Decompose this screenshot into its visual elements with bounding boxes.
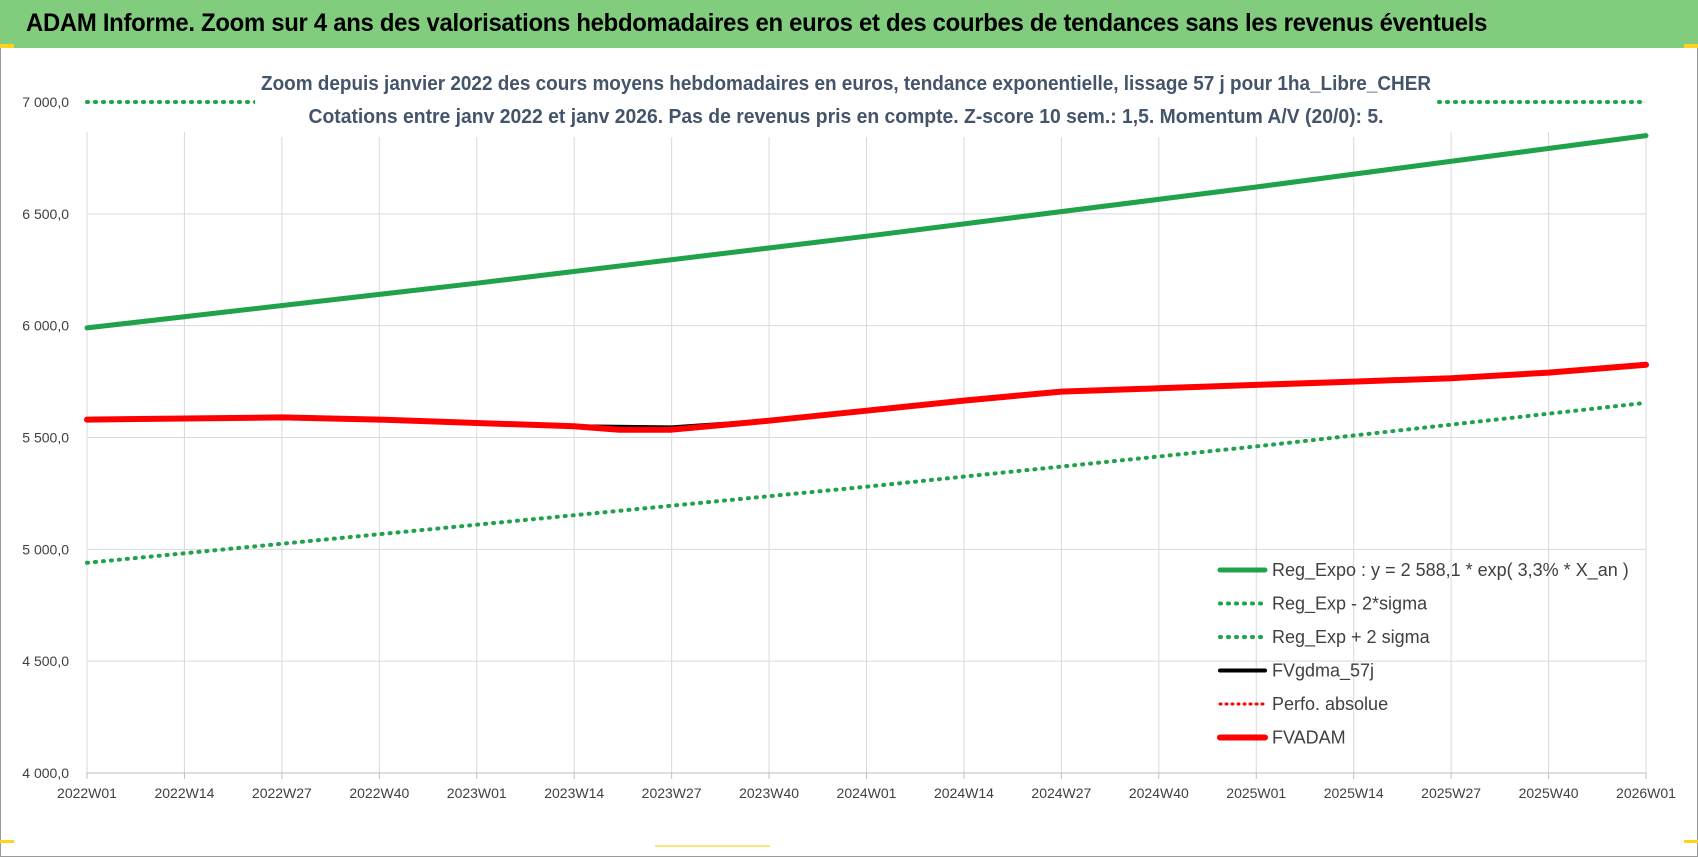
x-tick-label: 2025W14 xyxy=(1324,785,1384,801)
series-line-5 xyxy=(84,361,1649,433)
x-tick-label: 2026W01 xyxy=(1616,785,1676,801)
legend-label: FVADAM xyxy=(1272,728,1346,748)
y-axis-ticks: 4 000,0 4 500,0 5 000,0 5 500,0 6 000,0 6 500… xyxy=(22,94,69,781)
corner-mark-top-right xyxy=(1684,44,1698,48)
x-tick-label: 2025W01 xyxy=(1226,785,1286,801)
x-tick-label: 2022W14 xyxy=(154,785,214,801)
chart-title-area: Zoom depuis janvier 2022 des cours moyen… xyxy=(255,62,1437,137)
legend-label: FVgdma_57j xyxy=(1272,661,1374,682)
legend-label: Reg_Exp - 2*sigma xyxy=(1272,594,1428,615)
x-tick-label: 2023W01 xyxy=(447,785,507,801)
x-axis-ticks: 2022W01 2022W14 2022W27 2022W40 2023W01 2023W… xyxy=(57,772,1676,801)
chart-title-background xyxy=(255,62,1437,137)
grid xyxy=(86,101,1647,774)
series-line-1 xyxy=(85,400,1648,565)
x-tick-label: 2024W14 xyxy=(934,785,994,801)
y-tick-label: 4 500,0 xyxy=(22,653,69,669)
x-tick-label: 2022W27 xyxy=(252,785,312,801)
x-tick-label: 2024W40 xyxy=(1129,785,1189,801)
x-tick-label: 2024W01 xyxy=(837,785,897,801)
x-tick-label: 2023W27 xyxy=(642,785,702,801)
chart-title-line-2: Cotations entre janv 2022 et janv 2026. … xyxy=(309,106,1384,128)
series-layer xyxy=(84,100,1649,565)
x-tick-label: 2023W40 xyxy=(739,785,799,801)
x-tick-label: 2022W01 xyxy=(57,785,117,801)
x-tick-label: 2023W14 xyxy=(544,785,604,801)
chart-title-line-1: Zoom depuis janvier 2022 des cours moyen… xyxy=(261,73,1432,95)
bottom-highlight-mark xyxy=(655,845,770,847)
x-tick-label: 2025W27 xyxy=(1421,785,1481,801)
y-tick-label: 7 000,0 xyxy=(22,94,69,110)
series-line-0 xyxy=(84,133,1649,331)
legend-label: Perfo. absolue xyxy=(1272,694,1388,714)
corner-mark-bottom-right xyxy=(1684,840,1698,843)
y-tick-label: 4 000,0 xyxy=(22,765,69,781)
y-tick-label: 5 000,0 xyxy=(22,541,69,557)
page-title: ADAM Informe. Zoom sur 4 ans des valoris… xyxy=(26,9,1488,37)
x-tick-label: 2024W27 xyxy=(1031,785,1091,801)
legend-label: Reg_Expo : y = 2 588,1 * exp( 3,3% * X_a… xyxy=(1272,560,1629,581)
corner-mark-top-left xyxy=(0,44,14,48)
y-tick-label: 5 500,0 xyxy=(22,430,69,446)
x-tick-label: 2022W40 xyxy=(349,785,409,801)
legend-label: Reg_Exp + 2 sigma xyxy=(1272,627,1431,648)
x-tick-label: 2025W40 xyxy=(1519,785,1579,801)
header-band: ADAM Informe. Zoom sur 4 ans des valoris… xyxy=(0,0,1698,48)
y-tick-label: 6 000,0 xyxy=(22,318,69,334)
legend: Reg_Expo : y = 2 588,1 * exp( 3,3% * X_a… xyxy=(1217,560,1629,748)
corner-mark-bottom-left xyxy=(0,840,14,843)
y-tick-label: 6 500,0 xyxy=(22,206,69,222)
